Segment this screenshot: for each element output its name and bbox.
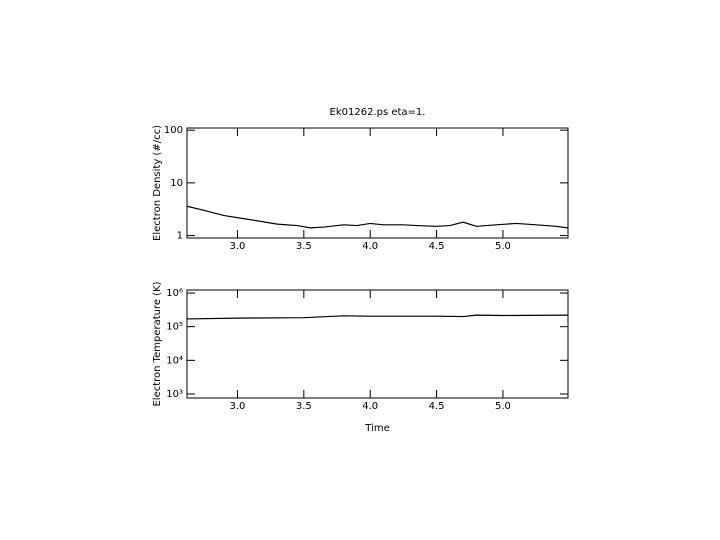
y-tick-label: 10⁴ bbox=[166, 355, 183, 366]
y-axis-label: Electron Density (#/cc) bbox=[152, 125, 163, 241]
x-tick-label: 4.0 bbox=[362, 241, 378, 252]
x-tick-label: 3.5 bbox=[296, 241, 312, 252]
x-tick-label: 3.5 bbox=[296, 401, 312, 412]
x-tick-label: 4.0 bbox=[362, 401, 378, 412]
y-tick-label: 10⁵ bbox=[166, 322, 183, 333]
y-tick-label: 10 bbox=[170, 178, 183, 189]
x-tick-label: 4.5 bbox=[429, 241, 445, 252]
data-line bbox=[186, 205, 569, 229]
plot-frame bbox=[186, 289, 569, 399]
x-tick-label: 3.0 bbox=[229, 241, 245, 252]
y-axis-label: Electron Temperature (K) bbox=[152, 281, 163, 406]
x-tick-label: 5.0 bbox=[495, 401, 511, 412]
plot-frame bbox=[186, 127, 569, 239]
y-tick-label: 10³ bbox=[166, 389, 183, 400]
x-tick-label: 4.5 bbox=[429, 401, 445, 412]
y-tick-label: 100 bbox=[164, 125, 183, 136]
y-tick-label: 1 bbox=[177, 231, 183, 242]
x-tick-label: 5.0 bbox=[495, 241, 511, 252]
chart-title: Ek01262.ps eta=1. bbox=[330, 107, 426, 118]
x-tick-label: 3.0 bbox=[229, 401, 245, 412]
y-tick-label: 10⁶ bbox=[166, 288, 183, 299]
x-axis-label: Time bbox=[364, 423, 389, 434]
data-line bbox=[186, 314, 569, 320]
